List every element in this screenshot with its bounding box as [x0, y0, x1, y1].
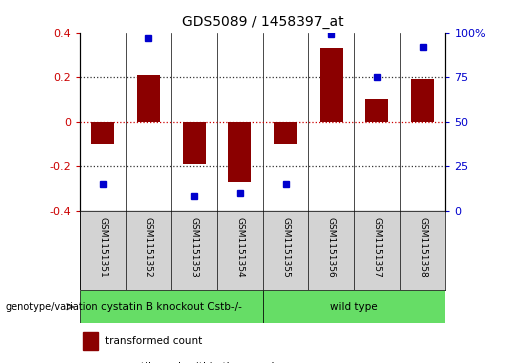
Text: GSM1151351: GSM1151351	[98, 217, 107, 278]
Text: cystatin B knockout Cstb-/-: cystatin B knockout Cstb-/-	[101, 302, 242, 312]
Text: percentile rank within the sample: percentile rank within the sample	[106, 362, 281, 363]
Text: GSM1151358: GSM1151358	[418, 217, 427, 278]
Text: GSM1151354: GSM1151354	[235, 217, 244, 278]
Bar	[80, 290, 263, 323]
Text: GSM1151355: GSM1151355	[281, 217, 290, 278]
Text: wild type: wild type	[330, 302, 378, 312]
Bar	[320, 48, 342, 122]
Text: GSM1151353: GSM1151353	[190, 217, 199, 278]
Text: GSM1151356: GSM1151356	[327, 217, 336, 278]
Bar	[183, 122, 205, 164]
Title: GDS5089 / 1458397_at: GDS5089 / 1458397_at	[182, 15, 344, 29]
Bar	[274, 122, 297, 144]
Bar	[83, 332, 98, 350]
Bar	[91, 122, 114, 144]
Bar	[366, 99, 388, 122]
Bar	[263, 290, 445, 323]
Text: GSM1151352: GSM1151352	[144, 217, 153, 278]
Bar	[137, 75, 160, 122]
Text: transformed count: transformed count	[106, 336, 203, 346]
Bar	[411, 79, 434, 122]
Text: genotype/variation: genotype/variation	[5, 302, 98, 312]
Bar	[228, 122, 251, 182]
Text: GSM1151357: GSM1151357	[372, 217, 382, 278]
